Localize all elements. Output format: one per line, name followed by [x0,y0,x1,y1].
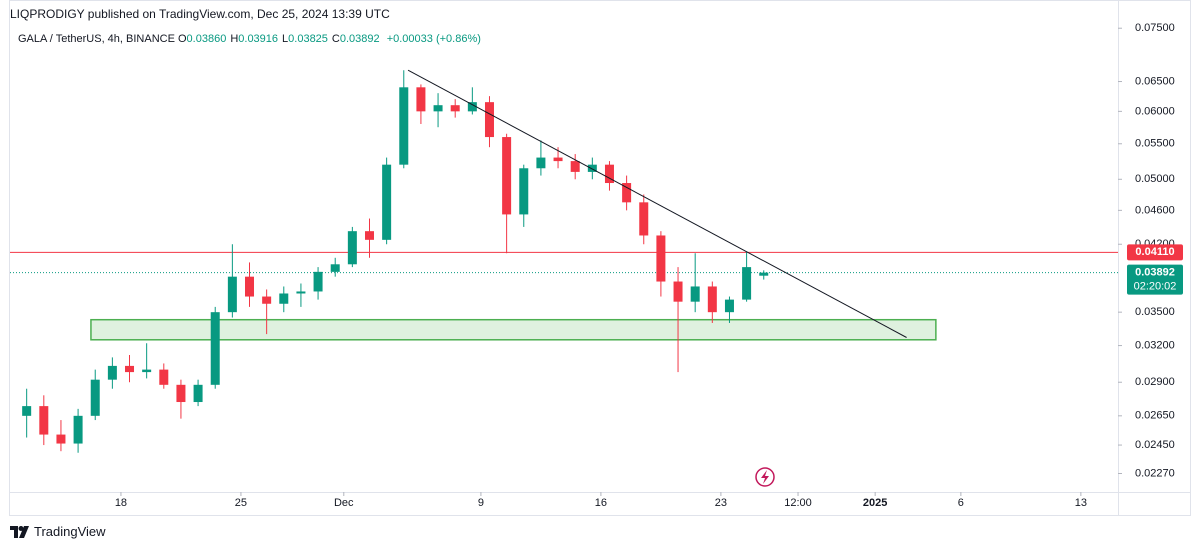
candle-body [73,415,83,444]
footer: TradingView [10,524,106,539]
y-tick-label: 0.03200 [1135,339,1175,351]
legend-value: 0.03916 [238,33,279,45]
candle-body [690,286,700,302]
change: +0.00033 (+0.86%) [386,33,481,45]
candle-body [382,164,392,240]
x-tick-label: 6 [958,497,964,509]
candle-body [622,183,632,203]
candle-body [416,87,426,112]
candle-body [587,164,597,172]
legend-value: 0.03892 [339,33,380,45]
y-tick-label: 0.03500 [1135,306,1175,318]
candle-body [22,406,32,416]
y-tick-label: 0.06000 [1135,105,1175,117]
y-tick-label: 0.05000 [1135,173,1175,185]
legend-key: C [331,33,340,45]
candle-body [39,406,49,435]
replay-icon[interactable] [755,467,775,487]
x-tick-label: 25 [235,497,247,509]
candle-body [262,296,272,304]
x-tick-label: 2025 [863,497,887,509]
candle-body [279,293,289,304]
y-tick-label: 0.06500 [1135,75,1175,87]
legend: GALA / TetherUS, 4h, BINANCE O0.03860 H0.… [18,33,485,45]
price-tag [1127,244,1183,261]
last-price-label: 0.03892 [1135,267,1175,279]
brand: TradingView [34,524,106,539]
x-tick-label: 13 [1075,497,1087,509]
x-tick-label: 12:00 [784,497,812,509]
y-tick-label: 0.07500 [1135,22,1175,34]
candle-body [227,276,237,313]
x-tick-label: 9 [478,497,484,509]
candle-body [484,102,494,138]
legend-key: O [177,33,187,45]
last-price-tag [1127,264,1183,295]
candle-body [467,102,477,112]
candle-body [90,379,100,416]
candle-body [759,272,769,276]
candle-body [330,264,340,272]
x-tick-label: Dec [334,497,354,509]
candle-body [210,312,220,385]
candle-body [450,105,460,112]
y-tick-label: 0.05500 [1135,138,1175,150]
legend-key: H [230,33,239,45]
candle-body [639,202,649,236]
candle-body [176,384,186,403]
ohlc: O0.03860 H0.03916 L0.03825 C0.03892 [178,33,384,45]
legend-value: 0.03825 [288,33,328,45]
candle-body [399,87,409,165]
candle-body [604,164,614,184]
logo [10,525,29,538]
candle-body [142,369,152,373]
candle-body [56,434,66,444]
candle-body [673,281,683,302]
candle-body [193,384,203,403]
header: LIQPRODIGY published on TradingView.com,… [10,7,390,21]
y-tick-label: 0.02450 [1135,439,1175,451]
candle-body [519,168,529,215]
y-tick-label: 0.04600 [1135,204,1175,216]
candle-body [245,276,255,297]
legend-value: 0.03860 [186,33,227,45]
support-zone [90,318,937,341]
candle-body [433,105,443,112]
symbol: GALA / TetherUS, 4h, BINANCE [18,33,175,45]
candle-body [656,235,666,282]
candle-body [724,299,734,313]
x-tick-label: 18 [115,497,127,509]
legend-key: L [282,33,289,45]
candle-body [502,137,512,215]
candle-body [125,365,135,373]
trendline [407,69,907,338]
candle-body [159,369,169,385]
candle-body [296,291,306,294]
countdown: 02:20:02 [1134,281,1177,293]
candle-body [313,271,323,292]
candle-body [707,286,717,313]
candle-body [553,157,563,162]
candle-body [364,231,374,240]
y-tick-label: 0.02650 [1135,410,1175,422]
candle-body [570,161,580,172]
candle-body [742,267,752,300]
candle-body [107,365,117,380]
x-tick-label: 23 [715,497,727,509]
frame [9,0,1191,516]
y-tick-label: 0.02900 [1135,376,1175,388]
candle-body [536,157,546,169]
y-tick-label: 0.02270 [1135,467,1175,479]
x-tick-label: 16 [595,497,607,509]
price-tag-label: 0.04110 [1135,246,1174,258]
candle-body [347,231,357,265]
